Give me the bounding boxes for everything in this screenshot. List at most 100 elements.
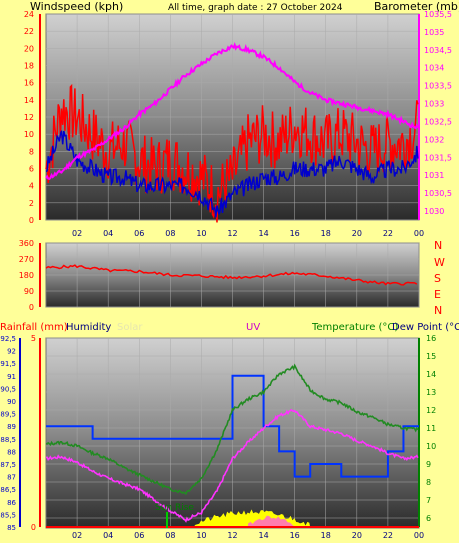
uv-area [248, 515, 295, 527]
y-tick-label: 92 [7, 348, 16, 356]
y-tick-label: 22 [24, 27, 34, 36]
wind-x-axis: 02 04 06 08 10 12 14 16 18 20 22 00 [72, 229, 424, 238]
y-tick-label: 24 [24, 10, 34, 19]
y-tick-label: 7 [426, 496, 431, 505]
sunrise-annotation: Sun Rise [155, 503, 194, 513]
x-tick-label: 00 [414, 531, 424, 540]
barometer-title: Barometer (mb) [374, 0, 459, 13]
compass-label: N [434, 304, 442, 317]
x-tick-label: 00 [414, 229, 424, 238]
x-tick-label: 20 [352, 229, 362, 238]
y-tick-label: 0 [31, 523, 36, 532]
temperature-axis: 6 7 8 9 10 11 12 13 14 15 16 [418, 334, 436, 527]
temperature-x-axis: 02 04 06 08 10 12 14 16 18 20 22 00 [72, 531, 424, 540]
x-tick-label: 02 [72, 229, 82, 238]
y-tick-label: 89 [7, 423, 16, 431]
y-tick-label: 10 [24, 130, 34, 139]
y-tick-label: 1034 [424, 64, 444, 73]
direction-axis: 0 90 180 270 360 [19, 239, 41, 312]
x-tick-label: 04 [103, 229, 113, 238]
y-tick-label: 92,5 [0, 335, 16, 343]
x-tick-label: 22 [383, 531, 393, 540]
y-tick-label: 270 [19, 255, 34, 264]
x-tick-label: 20 [352, 531, 362, 540]
y-tick-label: 1035 [424, 28, 444, 37]
compass-label: S [434, 272, 441, 285]
x-tick-label: 14 [258, 531, 268, 540]
direction-panel: 0 90 180 270 360 N W S E N [19, 239, 445, 317]
y-tick-label: 0 [29, 216, 34, 225]
y-tick-label: 12 [426, 406, 436, 415]
graph-date-title: All time, graph date : 27 October 2024 [168, 3, 343, 13]
y-tick-label: 15 [426, 352, 436, 361]
temperature-line [45, 363, 419, 496]
x-tick-label: 18 [321, 229, 331, 238]
direction-grid [46, 242, 420, 308]
y-tick-label: 90 [24, 287, 34, 296]
x-tick-label: 12 [227, 229, 237, 238]
y-tick-label: 6 [426, 514, 431, 523]
y-tick-label: 86,5 [0, 486, 16, 494]
wind-average-line [45, 130, 419, 218]
compass-label: N [434, 239, 442, 252]
y-tick-label: 8 [29, 147, 34, 156]
y-tick-label: 11 [426, 424, 436, 433]
uv-label: UV [246, 322, 260, 333]
windspeed-title: Windspeed (kph) [30, 0, 123, 13]
x-tick-label: 08 [165, 531, 175, 540]
y-tick-label: 89,5 [0, 411, 16, 419]
solar-label: Solar [117, 322, 143, 333]
x-tick-label: 14 [258, 229, 268, 238]
y-tick-label: 87 [7, 474, 16, 482]
x-tick-label: 22 [383, 229, 393, 238]
y-tick-label: 8 [426, 478, 431, 487]
y-tick-label: 6 [29, 165, 34, 174]
y-tick-label: 16 [426, 334, 436, 343]
y-tick-label: 87,5 [0, 461, 16, 469]
windspeed-line [45, 83, 419, 223]
x-tick-label: 18 [321, 531, 331, 540]
compass-label: W [434, 256, 445, 269]
y-tick-label: 14 [24, 96, 34, 105]
y-tick-label: 1031 [424, 171, 444, 180]
x-tick-label: 10 [196, 531, 206, 540]
x-tick-label: 10 [196, 229, 206, 238]
y-tick-label: 1035,5 [424, 10, 452, 19]
wind-direction-line [45, 264, 418, 286]
y-tick-label: 360 [19, 239, 34, 248]
y-tick-label: 20 [24, 44, 34, 53]
y-tick-label: 1033 [424, 100, 444, 109]
y-tick-label: 10 [426, 442, 436, 451]
y-tick-label: 16 [24, 79, 34, 88]
y-tick-label: 2 [29, 199, 34, 208]
x-tick-label: 06 [134, 531, 144, 540]
humidity-line [46, 374, 419, 478]
rainfall-axis: 05 [31, 334, 41, 532]
y-tick-label: 91 [7, 373, 16, 381]
y-tick-label: 91,5 [0, 360, 16, 368]
y-tick-label: 13 [426, 388, 436, 397]
barometer-axis: 1030 1030,5 1031 1031,5 1032 1032,5 1033 1033,5… [418, 10, 452, 220]
y-tick-label: 14 [426, 370, 436, 379]
x-tick-label: 16 [290, 531, 300, 540]
temperature-label: Temperature (°C) [311, 322, 398, 333]
x-tick-label: 04 [103, 531, 113, 540]
y-tick-label: 5 [31, 334, 36, 343]
x-tick-label: 16 [290, 229, 300, 238]
humidity-axis: 85 85,5 86 86,5 87 87,5 88 88,5 89 89,5 90 90,5 91 91… [0, 335, 21, 532]
y-tick-label: 90,5 [0, 385, 16, 393]
barometer-line [45, 41, 419, 181]
dewpoint-line [45, 408, 419, 523]
y-tick-label: 12 [24, 113, 34, 122]
y-tick-label: 4 [29, 182, 34, 191]
y-tick-label: 1034,5 [424, 46, 452, 55]
y-tick-label: 90 [7, 398, 16, 406]
y-tick-label: 1032,5 [424, 117, 452, 126]
y-tick-label: 1031,5 [424, 153, 452, 162]
dewpoint-label: Dew Point (°C) [392, 322, 459, 333]
y-tick-label: 86 [7, 499, 16, 507]
y-tick-label: 180 [19, 271, 34, 280]
temperature-panel: 8585,58686,58787,58888,58989,59090,59191… [0, 334, 436, 540]
x-tick-label: 02 [72, 531, 82, 540]
